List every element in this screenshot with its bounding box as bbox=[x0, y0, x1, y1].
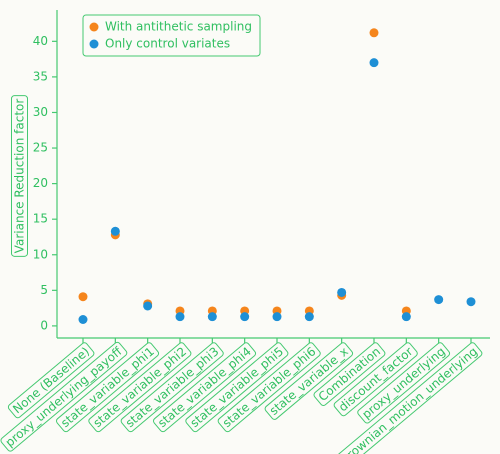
y-tick-label: 30 bbox=[33, 105, 48, 119]
label-box bbox=[11, 95, 28, 257]
point bbox=[240, 312, 250, 322]
y-tick-label: 25 bbox=[33, 141, 48, 155]
point bbox=[304, 312, 314, 322]
y-tick-label: 20 bbox=[33, 176, 48, 190]
point bbox=[272, 312, 282, 322]
legend-marker bbox=[89, 22, 99, 32]
point bbox=[434, 295, 444, 305]
y-tick-label: 10 bbox=[33, 247, 48, 261]
point bbox=[369, 28, 379, 38]
point bbox=[369, 58, 379, 68]
legend-label: With antithetic sampling bbox=[105, 20, 252, 34]
label-box bbox=[217, 342, 321, 433]
y-label-group: Variance Reduction factor bbox=[11, 95, 28, 257]
label-box bbox=[185, 342, 289, 433]
label-box bbox=[7, 342, 95, 419]
point bbox=[207, 312, 217, 322]
point bbox=[78, 292, 88, 302]
point bbox=[78, 315, 88, 325]
label-box bbox=[264, 342, 354, 420]
point bbox=[401, 312, 411, 322]
y-tick-label: 0 bbox=[40, 318, 48, 332]
point bbox=[175, 312, 185, 322]
label-box bbox=[313, 342, 386, 406]
label-box bbox=[336, 342, 483, 454]
y-tick-label: 35 bbox=[33, 69, 48, 83]
point bbox=[337, 287, 347, 297]
label-box bbox=[0, 341, 128, 452]
legend-box bbox=[82, 14, 261, 57]
y-tick-label: 15 bbox=[33, 212, 48, 226]
y-tick-label: 40 bbox=[33, 34, 48, 48]
label-box bbox=[56, 342, 160, 433]
label-box bbox=[153, 342, 257, 433]
point bbox=[466, 297, 476, 307]
label-box bbox=[333, 342, 418, 417]
label-box bbox=[357, 342, 451, 424]
label-box bbox=[120, 342, 224, 433]
legend-marker bbox=[89, 39, 99, 49]
label-box bbox=[88, 342, 192, 433]
point bbox=[110, 226, 120, 236]
legend-label: Only control variates bbox=[105, 37, 230, 51]
y-tick-label: 5 bbox=[40, 283, 48, 297]
legend: With antithetic sampling Only control var… bbox=[82, 14, 261, 57]
y-axis-label: Variance Reduction factor bbox=[13, 99, 27, 254]
point bbox=[143, 301, 153, 311]
